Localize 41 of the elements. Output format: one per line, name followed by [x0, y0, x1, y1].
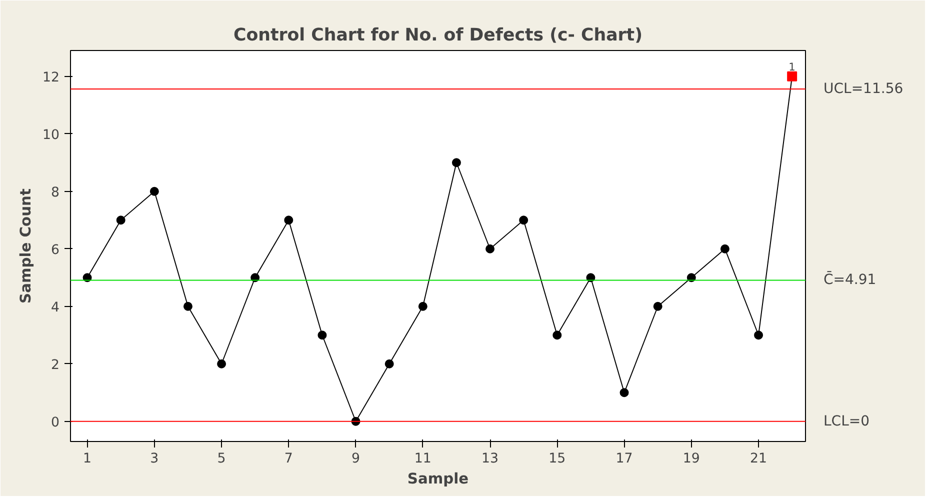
ref-line-label: LCL=0 — [824, 413, 870, 430]
ref-line-label: UCL=11.56 — [824, 81, 904, 98]
point — [486, 244, 495, 254]
point — [183, 302, 192, 311]
x-tick-label: 19 — [682, 452, 700, 466]
x-tick-label: 11 — [414, 452, 432, 466]
point — [452, 158, 461, 168]
y-tick-label: 0 — [51, 415, 60, 430]
x-tick-label: 17 — [616, 452, 633, 466]
point — [653, 302, 662, 311]
point — [754, 330, 764, 340]
ref-line-label: C̄=4.91 — [824, 270, 876, 288]
x-tick-label: 21 — [750, 452, 768, 466]
point — [519, 216, 528, 225]
x-tick-label: 3 — [150, 452, 159, 466]
annotation: 1 — [788, 60, 796, 74]
point — [116, 216, 126, 225]
y-axis-title: Sample Count — [18, 188, 35, 304]
y-tick-label: 12 — [42, 70, 60, 86]
x-tick-label: 5 — [217, 452, 226, 466]
point — [217, 359, 226, 368]
point — [418, 302, 428, 311]
x-tick-label: 13 — [482, 452, 499, 466]
point — [284, 216, 294, 225]
x-axis-title: Sample — [407, 470, 469, 488]
y-tick-label: 6 — [51, 242, 60, 258]
point — [318, 330, 327, 340]
point — [384, 359, 394, 368]
y-tick-label: 2 — [51, 358, 60, 373]
y-tick-label: 10 — [42, 128, 60, 143]
x-tick-label: 15 — [548, 452, 566, 466]
x-tick-label: 9 — [352, 452, 360, 466]
point — [620, 388, 629, 398]
point — [552, 330, 562, 340]
x-tick-label: 1 — [83, 452, 92, 466]
point — [150, 186, 159, 196]
chart-title: Control Chart for No. of Defects (c- Chart) — [233, 26, 643, 46]
point — [720, 244, 730, 254]
y-tick-label: 8 — [51, 185, 60, 200]
y-tick-label: 4 — [51, 300, 60, 316]
x-tick-label: 7 — [284, 452, 293, 466]
